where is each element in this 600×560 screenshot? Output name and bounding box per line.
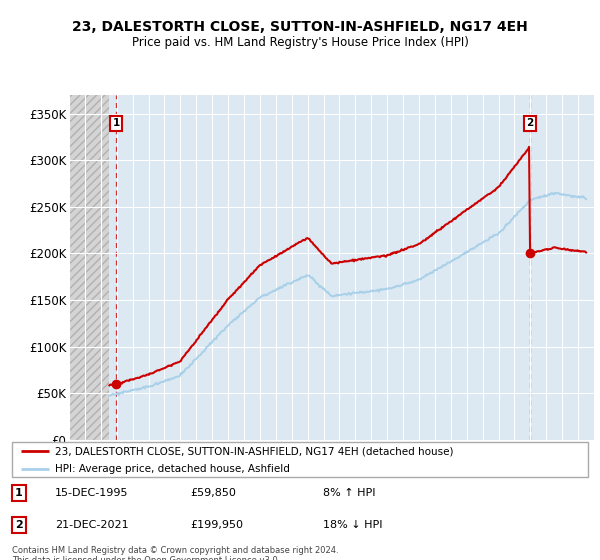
Text: 2: 2 — [15, 520, 23, 530]
Text: £59,850: £59,850 — [191, 488, 236, 498]
FancyBboxPatch shape — [12, 442, 588, 477]
Text: 1: 1 — [15, 488, 23, 498]
Text: Contains HM Land Registry data © Crown copyright and database right 2024.
This d: Contains HM Land Registry data © Crown c… — [12, 546, 338, 560]
Text: 15-DEC-1995: 15-DEC-1995 — [55, 488, 128, 498]
Bar — [69, 95, 109, 440]
Bar — [69, 95, 109, 440]
Text: 23, DALESTORTH CLOSE, SUTTON-IN-ASHFIELD, NG17 4EH: 23, DALESTORTH CLOSE, SUTTON-IN-ASHFIELD… — [72, 20, 528, 34]
Text: 23, DALESTORTH CLOSE, SUTTON-IN-ASHFIELD, NG17 4EH (detached house): 23, DALESTORTH CLOSE, SUTTON-IN-ASHFIELD… — [55, 446, 454, 456]
Text: 2: 2 — [526, 118, 533, 128]
Text: Price paid vs. HM Land Registry's House Price Index (HPI): Price paid vs. HM Land Registry's House … — [131, 36, 469, 49]
Text: 18% ↓ HPI: 18% ↓ HPI — [323, 520, 383, 530]
Text: HPI: Average price, detached house, Ashfield: HPI: Average price, detached house, Ashf… — [55, 464, 290, 474]
Text: 1: 1 — [112, 118, 120, 128]
Text: £199,950: £199,950 — [191, 520, 244, 530]
Text: 8% ↑ HPI: 8% ↑ HPI — [323, 488, 376, 498]
Text: 21-DEC-2021: 21-DEC-2021 — [55, 520, 129, 530]
